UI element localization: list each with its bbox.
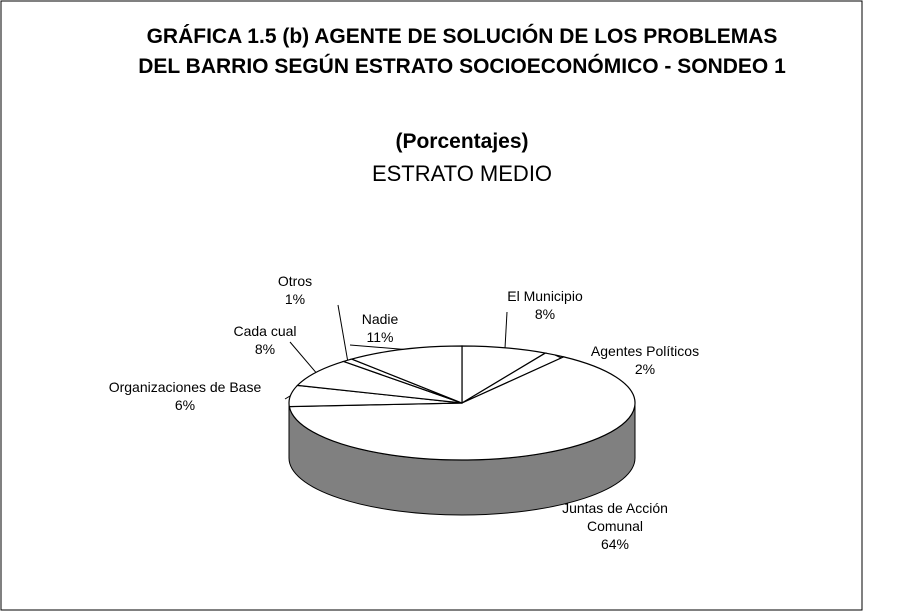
category-label: Juntas de Acción Comunal (562, 500, 668, 534)
chart-subtitle: (Porcentajes) (395, 130, 529, 153)
category-label: Agentes Políticos (590, 343, 700, 359)
leader-line (337, 304, 349, 361)
value-label: 2% (634, 361, 656, 377)
value-label: 6% (174, 397, 196, 413)
slice-label: Agentes Políticos 2% (560, 342, 730, 378)
chart-title: GRÁFICA 1.5 (b) AGENTE DE SOLUCIÓN DE LO… (138, 25, 786, 78)
slice-label: Otros 1% (260, 272, 330, 308)
category-label: Nadie (361, 311, 399, 327)
slice-label: Organizaciones de Base 6% (60, 378, 310, 414)
category-label: El Municipio (507, 288, 583, 304)
value-label: 64% (600, 536, 630, 552)
slice-label: Juntas de Acción Comunal 64% (560, 499, 670, 553)
value-label: 8% (534, 306, 556, 322)
value-label: 11% (366, 329, 394, 345)
category-label: Cada cual (233, 323, 297, 339)
leader-line (289, 341, 317, 373)
category-label: Otros (277, 273, 313, 289)
slice-label: Cada cual 8% (225, 322, 305, 358)
value-label: 1% (284, 291, 306, 307)
leader-line (504, 311, 508, 348)
chart-border (0, 0, 863, 611)
slice-label: Nadie 11% (350, 310, 410, 346)
slice-label: El Municipio 8% (505, 287, 585, 323)
leader-line (284, 395, 291, 400)
pie-slice (288, 356, 636, 461)
pie-slice (349, 345, 463, 404)
value-label: 8% (254, 341, 276, 357)
chart-subtitle2: ESTRATO MEDIO (371, 161, 553, 186)
category-label: Organizaciones de Base (108, 379, 262, 395)
leader-line (349, 344, 404, 350)
